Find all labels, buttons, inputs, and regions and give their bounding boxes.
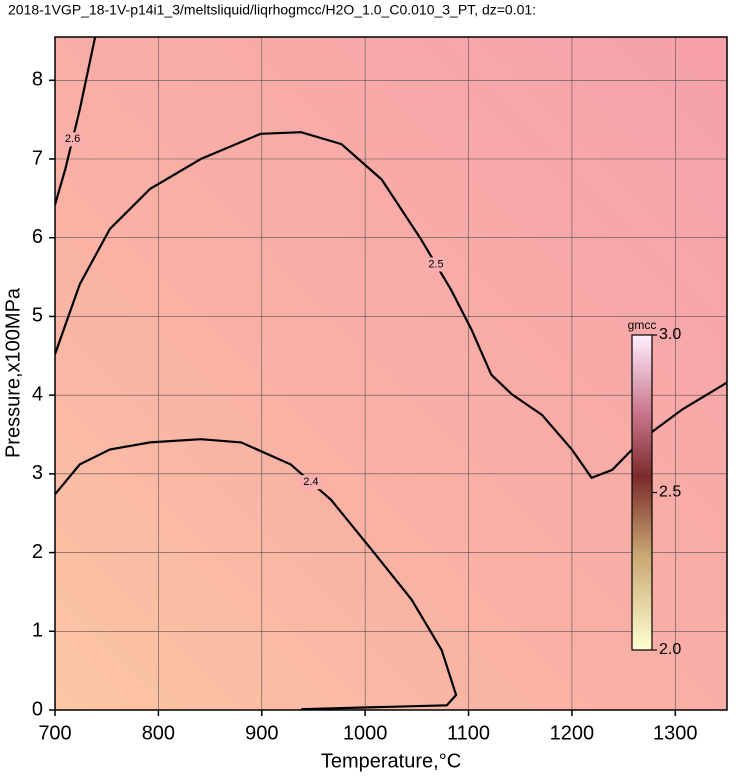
contour-label-bg — [299, 475, 322, 490]
colorbar-label: gmcc — [628, 318, 657, 332]
colorbar-tick-label: 3.0 — [659, 326, 681, 343]
y-tick-label: 4 — [32, 383, 43, 405]
plot-content: 2.5 2.4 2.6 — [55, 37, 727, 710]
x-tick-label: 1200 — [550, 722, 595, 744]
y-tick-label: 8 — [32, 69, 43, 91]
colorbar-tick-label: 2.5 — [659, 484, 681, 501]
x-axis-label: Temperature,°C — [321, 750, 461, 772]
x-tick-label: 700 — [38, 722, 71, 744]
y-axis-label: Pressure,x100MPa — [2, 287, 24, 458]
x-tick-label: 1300 — [653, 722, 698, 744]
contour-label-bg — [424, 257, 447, 272]
y-tick-label: 5 — [32, 305, 43, 327]
chart-title: 2018-1VGP_18-1V-p14i1_3/meltsliquid/liqr… — [8, 2, 536, 18]
contour-label: 2.4 — [303, 476, 318, 488]
y-tick-label: 2 — [32, 541, 43, 563]
plot-frame — [54, 36, 728, 711]
x-tick-label: 900 — [245, 722, 278, 744]
x-tick-label: 1000 — [343, 722, 388, 744]
contour-label: 2.6 — [65, 133, 80, 145]
colorbar-tick-label: 2.0 — [659, 641, 681, 658]
y-tick-label: 1 — [32, 620, 43, 642]
colorbar — [631, 334, 653, 651]
x-tick-label: 800 — [142, 722, 175, 744]
contour-line — [55, 131, 727, 480]
y-tick-label: 6 — [32, 226, 43, 248]
plot-area — [55, 37, 727, 710]
y-tick-label: 3 — [32, 462, 43, 484]
contour-label: 2.5 — [428, 258, 443, 270]
y-tick-label: 0 — [32, 698, 43, 720]
y-tick-label: 7 — [32, 147, 43, 169]
x-tick-label: 1100 — [447, 722, 490, 744]
contour-label-bg — [61, 132, 84, 147]
